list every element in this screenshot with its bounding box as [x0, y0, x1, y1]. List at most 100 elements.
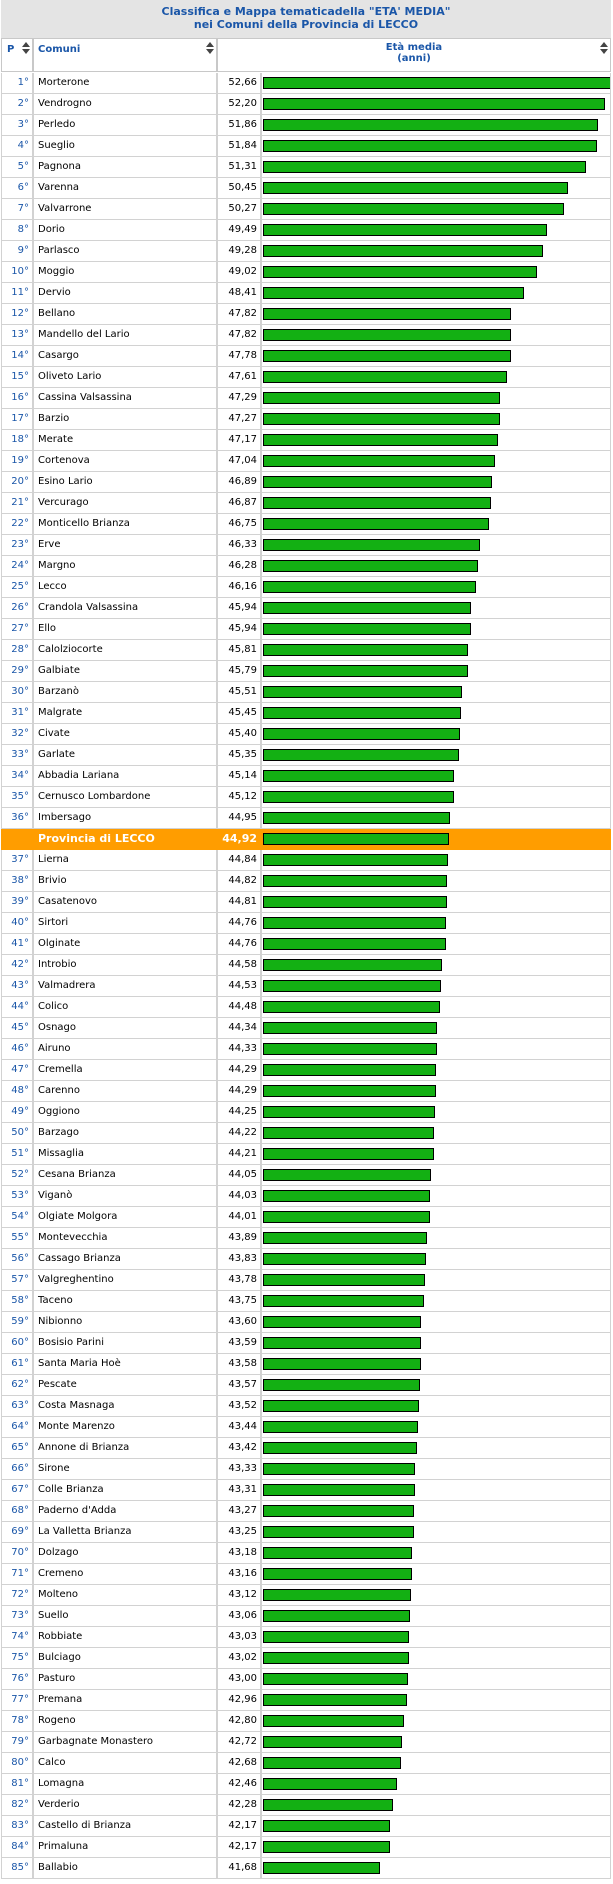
- age-value-label: 44,53: [217, 976, 261, 997]
- bar-cell: [261, 1564, 611, 1585]
- age-bar: [263, 476, 492, 488]
- age-bar: [263, 1589, 411, 1601]
- header-rank[interactable]: P: [1, 38, 33, 72]
- age-bar: [263, 791, 454, 803]
- table-row: 41° Olginate 44,76: [1, 934, 611, 955]
- age-bar: [263, 1022, 437, 1034]
- sort-arrows-icon[interactable]: [22, 42, 30, 54]
- age-bar: [263, 1757, 401, 1769]
- rank-cell: 45°: [1, 1018, 33, 1039]
- table-row: 10° Moggio 49,02: [1, 262, 611, 283]
- comune-name-cell: Varenna: [33, 178, 217, 199]
- header-value[interactable]: Età media (anni): [217, 38, 611, 72]
- bar-cell: [261, 745, 611, 766]
- table-row: 81° Lomagna 42,46: [1, 1774, 611, 1795]
- bar-cell: [261, 997, 611, 1018]
- table-row: 57° Valgreghentino 43,78: [1, 1270, 611, 1291]
- age-bar: [263, 1463, 415, 1475]
- comune-name-cell: Casargo: [33, 346, 217, 367]
- comune-name-cell: Vendrogno: [33, 94, 217, 115]
- age-bar: [263, 392, 500, 404]
- table-row: 82° Verderio 42,28: [1, 1795, 611, 1816]
- bar-cell: [261, 787, 611, 808]
- age-bar: [263, 875, 447, 887]
- age-value-label: 43,83: [217, 1249, 261, 1270]
- age-bar: [263, 728, 460, 740]
- rank-cell: 21°: [1, 493, 33, 514]
- rank-cell: 62°: [1, 1375, 33, 1396]
- rank-cell: 65°: [1, 1438, 33, 1459]
- comune-name-cell: Olgiate Molgora: [33, 1207, 217, 1228]
- age-value-label: 49,28: [217, 241, 261, 262]
- chart-title: Classifica e Mappa tematicadella "ETA' M…: [1, 0, 611, 38]
- table-row: 71° Cremeno 43,16: [1, 1564, 611, 1585]
- comune-name-cell: Cesana Brianza: [33, 1165, 217, 1186]
- table-row: 62° Pescate 43,57: [1, 1375, 611, 1396]
- rank-cell: 59°: [1, 1312, 33, 1333]
- table-row: 40° Sirtori 44,76: [1, 913, 611, 934]
- table-row: 56° Cassago Brianza 43,83: [1, 1249, 611, 1270]
- age-bar: [263, 770, 454, 782]
- table-row: 48° Carenno 44,29: [1, 1081, 611, 1102]
- age-value-label: 43,06: [217, 1606, 261, 1627]
- age-value-label: 45,94: [217, 598, 261, 619]
- age-bar: [263, 329, 511, 341]
- rank-cell: 30°: [1, 682, 33, 703]
- age-value-label: 44,82: [217, 871, 261, 892]
- bar-cell: [261, 220, 611, 241]
- table-row: 19° Cortenova 47,04: [1, 451, 611, 472]
- rank-cell: 47°: [1, 1060, 33, 1081]
- comune-name-cell: Sirtori: [33, 913, 217, 934]
- age-value-label: 49,49: [217, 220, 261, 241]
- comune-name-cell: Garlate: [33, 745, 217, 766]
- age-bar: [263, 1547, 412, 1559]
- age-value-label: 45,40: [217, 724, 261, 745]
- rank-cell: 79°: [1, 1732, 33, 1753]
- comune-name-cell: Monte Marenzo: [33, 1417, 217, 1438]
- bar-cell: [261, 1648, 611, 1669]
- rank-cell: 5°: [1, 157, 33, 178]
- sort-arrows-icon[interactable]: [206, 42, 214, 54]
- rank-cell: 63°: [1, 1396, 33, 1417]
- age-value-label: 42,68: [217, 1753, 261, 1774]
- comune-name-cell: Bulciago: [33, 1648, 217, 1669]
- rank-cell: 52°: [1, 1165, 33, 1186]
- bar-cell: [261, 178, 611, 199]
- comune-name-cell: Missaglia: [33, 1144, 217, 1165]
- table-row: 84° Primaluna 42,17: [1, 1837, 611, 1858]
- table-row: 66° Sirone 43,33: [1, 1459, 611, 1480]
- bar-cell: [261, 346, 611, 367]
- table-row: 52° Cesana Brianza 44,05: [1, 1165, 611, 1186]
- comune-name-cell: Moggio: [33, 262, 217, 283]
- age-value-label: 45,81: [217, 640, 261, 661]
- comune-name-cell: Oggiono: [33, 1102, 217, 1123]
- table-row: 85° Ballabio 41,68: [1, 1858, 611, 1879]
- age-value-label: 45,14: [217, 766, 261, 787]
- bar-cell: [261, 451, 611, 472]
- bar-cell: [261, 871, 611, 892]
- bar-cell: [261, 1522, 611, 1543]
- bar-cell: [261, 1333, 611, 1354]
- age-value-label: 43,18: [217, 1543, 261, 1564]
- bar-cell: [261, 1711, 611, 1732]
- age-value-label: 46,75: [217, 514, 261, 535]
- age-bar: [263, 896, 447, 908]
- comune-name-cell: Merate: [33, 430, 217, 451]
- table-row: 8° Dorio 49,49: [1, 220, 611, 241]
- table-row: 7° Valvarrone 50,27: [1, 199, 611, 220]
- age-value-label: 51,86: [217, 115, 261, 136]
- table-row: 12° Bellano 47,82: [1, 304, 611, 325]
- rank-cell: 17°: [1, 409, 33, 430]
- table-row: 69° La Valletta Brianza 43,25: [1, 1522, 611, 1543]
- comune-name-cell: Vercurago: [33, 493, 217, 514]
- bar-cell: [261, 1228, 611, 1249]
- age-bar: [263, 182, 568, 194]
- age-bar: [263, 833, 449, 845]
- rank-cell: 14°: [1, 346, 33, 367]
- age-value-label: 44,34: [217, 1018, 261, 1039]
- header-name[interactable]: Comuni: [33, 38, 217, 72]
- sort-arrows-icon[interactable]: [600, 42, 608, 54]
- bar-cell: [261, 1795, 611, 1816]
- rank-cell: 81°: [1, 1774, 33, 1795]
- age-value-label: 46,28: [217, 556, 261, 577]
